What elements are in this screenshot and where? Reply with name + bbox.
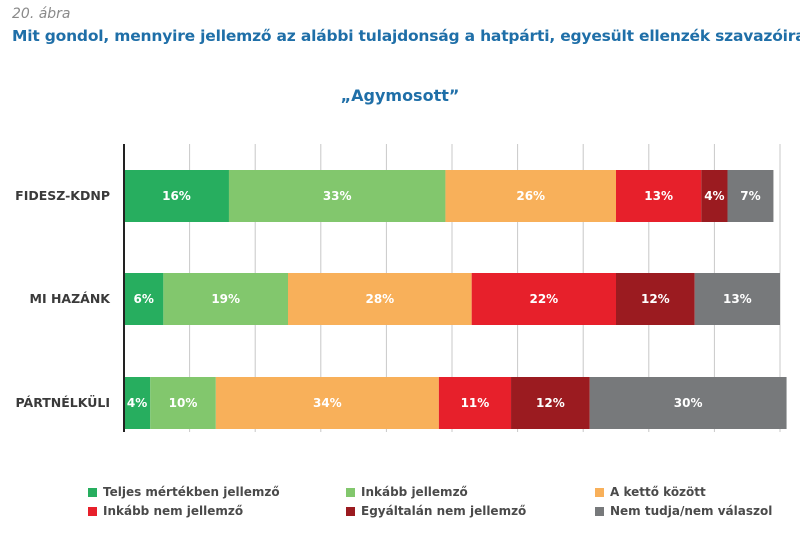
data-label: 16% <box>162 189 191 203</box>
legend-swatch <box>88 506 97 516</box>
bar-segment <box>445 170 616 222</box>
bar-segment <box>124 377 151 429</box>
chart-title: Mit gondol, mennyire jellemző az alábbi … <box>12 27 800 45</box>
legend-label: A kettő között <box>610 485 706 499</box>
legend-swatch <box>346 506 355 516</box>
data-label: 13% <box>644 189 673 203</box>
data-label: 12% <box>536 396 565 410</box>
data-label: 28% <box>365 292 394 306</box>
legend-swatch <box>88 487 97 497</box>
bar-segment <box>694 273 780 325</box>
bar-segment <box>511 377 590 429</box>
category-label: FIDESZ-KDNP <box>15 188 110 203</box>
bar-segment <box>124 273 164 325</box>
data-label: 33% <box>323 189 352 203</box>
figure-number: 20. ábra <box>12 6 71 22</box>
legend-item: Inkább jellemző <box>346 485 595 499</box>
legend-swatch <box>346 487 355 497</box>
data-label: 26% <box>516 189 545 203</box>
data-label: 7% <box>740 189 760 203</box>
data-label: 34% <box>313 396 342 410</box>
legend-swatch <box>595 506 604 516</box>
legend-label: Nem tudja/nem válaszol <box>610 504 773 518</box>
bar-segment <box>471 273 616 325</box>
bar-segment <box>228 170 446 222</box>
bar-segment <box>438 377 512 429</box>
bar-segment <box>163 273 288 325</box>
data-label: 11% <box>461 396 490 410</box>
data-label: 6% <box>133 292 153 306</box>
bar-segment <box>215 377 439 429</box>
data-label: 19% <box>211 292 240 306</box>
bar-segment <box>124 170 229 222</box>
category-label: MI HAZÁNK <box>30 291 112 306</box>
chart-subtitle: „Agymosott” <box>340 86 460 105</box>
legend-item: A kettő között <box>595 485 785 499</box>
data-label: 12% <box>641 292 670 306</box>
legend-item: Inkább nem jellemző <box>88 504 346 518</box>
stacked-bar-chart: FIDESZ-KDNP 16% 33% 26% 13% 4% 7% MI HAZÁNK 6% 19… <box>15 144 787 432</box>
legend-label: Inkább nem jellemző <box>103 504 244 518</box>
bar-segment <box>288 273 472 325</box>
bar-segment <box>589 377 787 429</box>
chart-legend: Teljes mértékben jellemző Inkább jellemző… <box>88 485 788 518</box>
legend-item: Egyáltalán nem jellemző <box>346 504 595 518</box>
data-label: 22% <box>529 292 558 306</box>
data-label: 13% <box>723 292 752 306</box>
legend-label: Inkább jellemző <box>361 485 468 499</box>
legend-label: Egyáltalán nem jellemző <box>361 504 527 518</box>
bar-segment <box>616 273 695 325</box>
data-label: 4% <box>704 189 724 203</box>
bar-segment <box>727 170 774 222</box>
category-label: PÁRTNÉLKÜLI <box>16 395 110 410</box>
data-label: 4% <box>127 396 147 410</box>
data-label: 30% <box>674 396 703 410</box>
bar-segment <box>616 170 702 222</box>
legend-item: Nem tudja/nem válaszol <box>595 504 785 518</box>
legend-swatch <box>595 487 604 497</box>
legend-label: Teljes mértékben jellemző <box>103 485 280 499</box>
data-label: 10% <box>169 396 198 410</box>
legend-item: Teljes mértékben jellemző <box>88 485 346 499</box>
bar-segment <box>150 377 216 429</box>
bar-segment <box>701 170 728 222</box>
